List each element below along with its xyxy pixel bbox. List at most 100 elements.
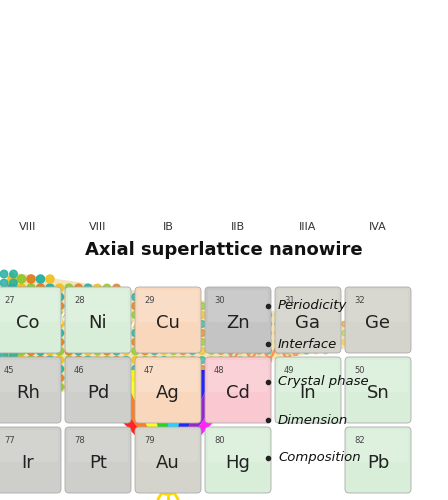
Text: 78: 78 bbox=[74, 436, 85, 445]
Text: 46: 46 bbox=[74, 366, 85, 375]
Circle shape bbox=[208, 356, 215, 364]
Circle shape bbox=[10, 315, 17, 323]
Circle shape bbox=[227, 312, 234, 318]
Circle shape bbox=[198, 366, 205, 372]
Circle shape bbox=[65, 293, 73, 301]
Circle shape bbox=[17, 347, 26, 355]
Circle shape bbox=[17, 284, 26, 292]
Circle shape bbox=[275, 339, 281, 345]
Circle shape bbox=[237, 357, 243, 363]
Text: Ga: Ga bbox=[296, 314, 320, 332]
Circle shape bbox=[8, 320, 16, 328]
Circle shape bbox=[170, 330, 177, 336]
Circle shape bbox=[0, 396, 8, 404]
Polygon shape bbox=[168, 370, 192, 470]
Text: Periodicity: Periodicity bbox=[278, 300, 347, 312]
Circle shape bbox=[151, 320, 158, 328]
Circle shape bbox=[113, 284, 120, 292]
Text: 32: 32 bbox=[354, 296, 365, 305]
Circle shape bbox=[84, 383, 92, 391]
Circle shape bbox=[256, 330, 262, 336]
Circle shape bbox=[198, 312, 205, 318]
Circle shape bbox=[275, 348, 281, 354]
Polygon shape bbox=[121, 370, 168, 470]
Circle shape bbox=[351, 330, 357, 336]
Circle shape bbox=[46, 275, 54, 283]
Circle shape bbox=[208, 330, 215, 336]
FancyBboxPatch shape bbox=[208, 360, 268, 392]
Text: 28: 28 bbox=[74, 296, 85, 305]
Circle shape bbox=[198, 302, 205, 310]
Circle shape bbox=[94, 356, 101, 364]
Circle shape bbox=[313, 321, 319, 327]
Circle shape bbox=[122, 294, 130, 300]
Circle shape bbox=[256, 357, 262, 363]
FancyBboxPatch shape bbox=[68, 290, 128, 322]
Circle shape bbox=[65, 320, 73, 328]
Circle shape bbox=[46, 347, 54, 355]
Circle shape bbox=[160, 330, 168, 336]
FancyBboxPatch shape bbox=[208, 430, 268, 462]
Circle shape bbox=[84, 293, 92, 301]
Text: 80: 80 bbox=[214, 436, 224, 445]
Circle shape bbox=[256, 339, 262, 345]
Circle shape bbox=[142, 374, 149, 382]
Circle shape bbox=[84, 284, 92, 292]
Circle shape bbox=[46, 293, 54, 301]
Circle shape bbox=[74, 293, 82, 301]
Ellipse shape bbox=[3, 272, 21, 400]
FancyBboxPatch shape bbox=[345, 357, 411, 423]
FancyBboxPatch shape bbox=[68, 360, 128, 392]
Circle shape bbox=[74, 302, 82, 310]
Circle shape bbox=[189, 356, 196, 364]
Circle shape bbox=[17, 392, 26, 400]
Circle shape bbox=[27, 347, 35, 355]
Circle shape bbox=[74, 383, 82, 391]
Circle shape bbox=[122, 302, 130, 310]
Circle shape bbox=[170, 294, 177, 300]
Circle shape bbox=[56, 347, 64, 355]
Circle shape bbox=[74, 338, 82, 346]
Circle shape bbox=[17, 338, 26, 346]
Circle shape bbox=[294, 312, 300, 318]
Circle shape bbox=[17, 374, 26, 382]
Circle shape bbox=[27, 374, 35, 382]
Circle shape bbox=[304, 330, 310, 336]
FancyBboxPatch shape bbox=[348, 430, 408, 462]
Circle shape bbox=[151, 338, 158, 345]
Circle shape bbox=[10, 270, 17, 278]
Circle shape bbox=[10, 387, 17, 395]
Circle shape bbox=[265, 348, 271, 354]
Circle shape bbox=[0, 360, 8, 368]
Circle shape bbox=[17, 383, 26, 391]
Circle shape bbox=[94, 302, 101, 310]
Circle shape bbox=[36, 347, 44, 355]
Circle shape bbox=[256, 348, 262, 354]
Circle shape bbox=[65, 338, 73, 346]
Circle shape bbox=[284, 330, 290, 336]
Text: VIII: VIII bbox=[19, 222, 37, 232]
Circle shape bbox=[304, 339, 310, 345]
Circle shape bbox=[8, 329, 16, 337]
Circle shape bbox=[237, 303, 243, 309]
Circle shape bbox=[304, 348, 310, 354]
Circle shape bbox=[17, 302, 26, 310]
Circle shape bbox=[84, 320, 92, 328]
Circle shape bbox=[160, 338, 168, 345]
Text: 47: 47 bbox=[144, 366, 155, 375]
Circle shape bbox=[142, 302, 149, 310]
Circle shape bbox=[323, 348, 328, 354]
Circle shape bbox=[0, 306, 8, 314]
Circle shape bbox=[56, 365, 64, 373]
Circle shape bbox=[160, 312, 168, 318]
Circle shape bbox=[10, 279, 17, 287]
Circle shape bbox=[294, 339, 300, 345]
Circle shape bbox=[27, 293, 35, 301]
Circle shape bbox=[8, 275, 16, 283]
Circle shape bbox=[142, 294, 149, 300]
Circle shape bbox=[132, 320, 139, 328]
Circle shape bbox=[332, 321, 338, 327]
Circle shape bbox=[218, 338, 224, 345]
FancyBboxPatch shape bbox=[0, 430, 58, 462]
Text: 77: 77 bbox=[4, 436, 15, 445]
